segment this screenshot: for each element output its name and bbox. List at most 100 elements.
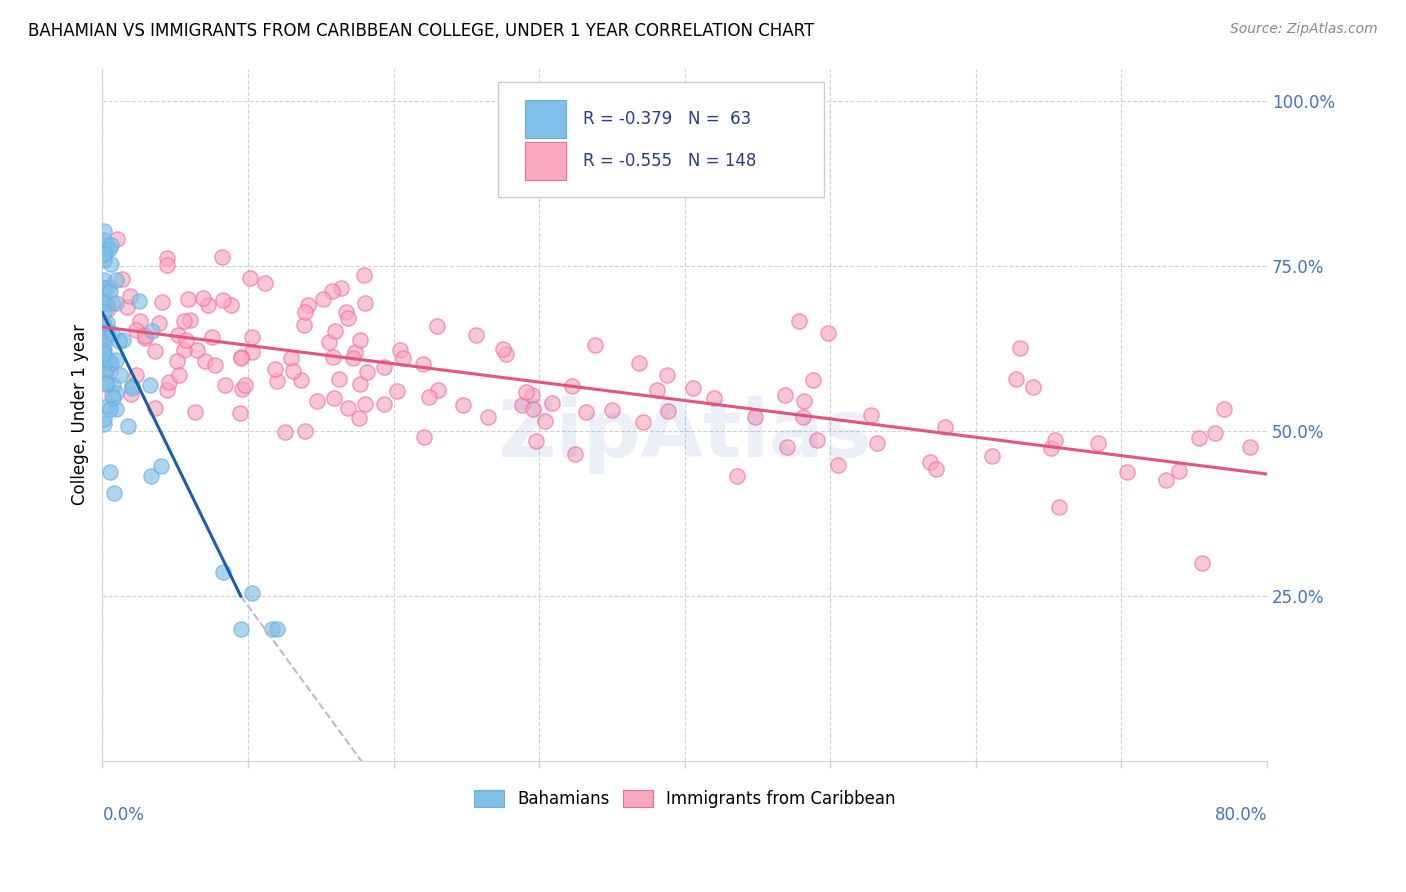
Point	[141, 324, 163, 338]
Point	[96, 316, 118, 330]
Point	[156, 383, 179, 397]
Point	[1004, 372, 1026, 386]
Point	[193, 291, 215, 305]
Point	[294, 304, 316, 318]
Point	[94, 355, 117, 369]
Point	[793, 393, 815, 408]
Point	[93, 338, 115, 352]
Point	[600, 402, 623, 417]
Point	[177, 292, 200, 306]
Bar	[524, 142, 565, 179]
Point	[266, 622, 288, 636]
Point	[204, 358, 226, 372]
Point	[1010, 341, 1032, 355]
Point	[93, 304, 115, 318]
Point	[101, 326, 124, 340]
Point	[349, 333, 371, 347]
Point	[93, 281, 115, 295]
Point	[806, 434, 828, 448]
Text: Source: ZipAtlas.com: Source: ZipAtlas.com	[1230, 22, 1378, 37]
Text: 0.0%: 0.0%	[103, 805, 145, 824]
Point	[101, 387, 124, 401]
Point	[775, 388, 797, 402]
Point	[128, 313, 150, 327]
Point	[817, 326, 839, 341]
Point	[583, 338, 606, 352]
Point	[93, 243, 115, 257]
Point	[633, 415, 655, 429]
Point	[534, 414, 557, 428]
Point	[98, 402, 121, 417]
Point	[120, 386, 142, 401]
FancyBboxPatch shape	[498, 82, 824, 196]
Point	[104, 402, 127, 417]
Point	[97, 280, 120, 294]
Point	[318, 335, 340, 350]
Point	[238, 271, 260, 285]
Point	[121, 379, 143, 393]
Point	[1168, 464, 1191, 478]
Point	[94, 377, 117, 392]
Point	[645, 383, 668, 397]
Point	[253, 277, 276, 291]
Point	[93, 346, 115, 360]
Point	[515, 384, 537, 399]
Point	[274, 425, 297, 440]
Point	[143, 401, 166, 415]
Point	[427, 383, 450, 397]
Point	[211, 250, 233, 264]
Point	[492, 342, 515, 356]
Point	[105, 273, 128, 287]
Point	[93, 224, 115, 238]
Point	[108, 368, 131, 382]
Point	[96, 297, 118, 311]
Point	[266, 374, 288, 388]
Point	[356, 365, 378, 379]
Point	[412, 357, 434, 371]
Y-axis label: College, Under 1 year: College, Under 1 year	[72, 324, 89, 505]
Point	[392, 351, 415, 366]
Point	[93, 417, 115, 431]
Point	[229, 622, 252, 636]
Point	[1239, 440, 1261, 454]
Point	[96, 376, 118, 390]
Point	[212, 293, 235, 307]
Point	[510, 398, 533, 412]
Point	[283, 364, 305, 378]
Point	[240, 586, 263, 600]
Point	[94, 328, 117, 343]
Point	[524, 434, 547, 448]
Point	[105, 296, 128, 310]
Point	[520, 388, 543, 402]
Point	[94, 360, 117, 375]
Point	[477, 409, 499, 424]
Point	[179, 312, 201, 326]
Point	[776, 440, 799, 454]
Point	[98, 364, 121, 378]
Point	[920, 455, 942, 469]
Point	[418, 391, 440, 405]
Point	[373, 397, 395, 411]
Point	[125, 323, 148, 337]
Point	[426, 318, 449, 333]
Point	[801, 373, 824, 387]
Point	[166, 328, 188, 343]
Point	[96, 400, 118, 414]
Point	[307, 394, 329, 409]
Point	[981, 450, 1004, 464]
Text: BAHAMIAN VS IMMIGRANTS FROM CARIBBEAN COLLEGE, UNDER 1 YEAR CORRELATION CHART: BAHAMIAN VS IMMIGRANTS FROM CARIBBEAN CO…	[28, 22, 814, 40]
Point	[100, 356, 122, 370]
Point	[166, 353, 188, 368]
Point	[93, 331, 115, 345]
Point	[321, 284, 343, 298]
Point	[100, 257, 122, 271]
Point	[93, 412, 115, 426]
Bar	[524, 100, 565, 138]
Point	[167, 368, 190, 382]
Point	[292, 318, 315, 332]
Point	[221, 298, 243, 312]
Point	[134, 328, 156, 343]
Point	[353, 268, 375, 282]
Point	[353, 397, 375, 411]
Text: ZipAtlas: ZipAtlas	[498, 396, 872, 475]
